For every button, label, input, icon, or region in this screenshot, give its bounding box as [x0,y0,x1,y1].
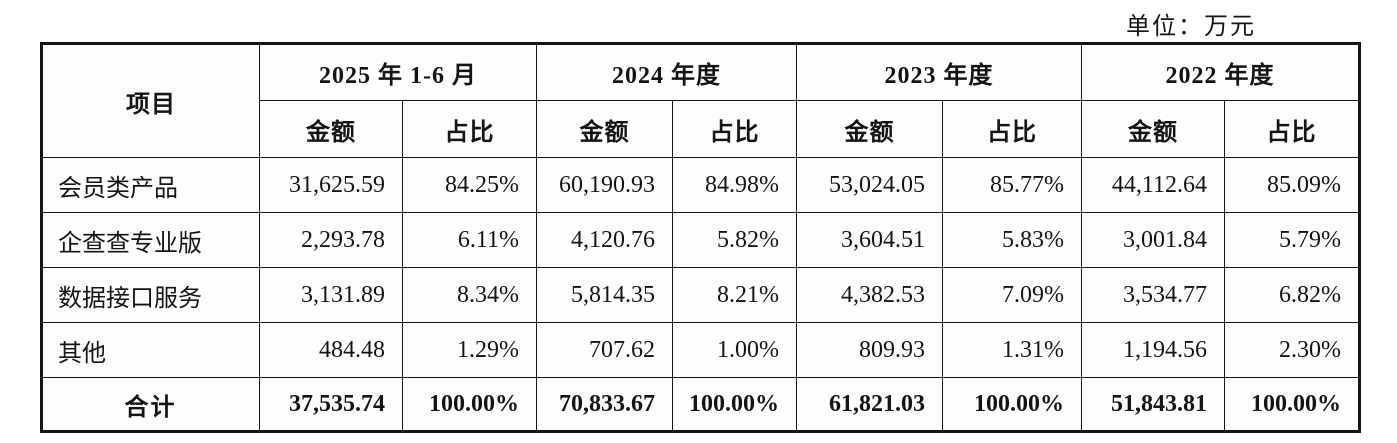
amount-cell: 70,833.67 [536,377,673,432]
table-row-qichacha-pro: 企查查专业版 2,293.78 6.11% 4,120.76 5.82% 3,6… [41,212,1360,268]
subheader-ratio: 占比 [942,100,1082,158]
ratio-cell: 6.11% [402,212,537,268]
ratio-cell: 84.25% [402,157,537,213]
header-period-2022: 2022 年度 [1081,43,1360,101]
header-period-2024: 2024 年度 [536,43,797,101]
ratio-cell: 5.82% [672,212,797,268]
amount-cell: 31,625.59 [259,157,403,213]
amount-cell: 484.48 [259,322,403,378]
table-row-others: 其他 484.48 1.29% 707.62 1.00% 809.93 1.31… [41,322,1360,378]
ratio-cell: 84.98% [672,157,797,213]
header-item: 项目 [41,43,260,158]
table-row-data-api-services: 数据接口服务 3,131.89 8.34% 5,814.35 8.21% 4,3… [41,267,1360,323]
table-row-membership-products: 会员类产品 31,625.59 84.25% 60,190.93 84.98% … [41,157,1360,213]
subheader-amount: 金额 [796,100,943,158]
header-period-2025h1: 2025 年 1-6 月 [259,43,537,101]
ratio-cell: 5.83% [942,212,1082,268]
amount-cell: 53,024.05 [796,157,943,213]
ratio-cell: 1.00% [672,322,797,378]
ratio-cell: 5.79% [1224,212,1360,268]
subheader-amount: 金额 [259,100,403,158]
amount-cell: 37,535.74 [259,377,403,432]
amount-cell: 3,001.84 [1081,212,1225,268]
row-label: 会员类产品 [41,157,260,213]
subheader-ratio: 占比 [402,100,537,158]
subheader-ratio: 占比 [1224,100,1360,158]
amount-cell: 1,194.56 [1081,322,1225,378]
ratio-cell: 1.31% [942,322,1082,378]
amount-cell: 707.62 [536,322,673,378]
ratio-cell: 8.34% [402,267,537,323]
header-period-2023: 2023 年度 [796,43,1082,101]
ratio-cell: 100.00% [402,377,537,432]
row-label: 数据接口服务 [41,267,260,323]
amount-cell: 44,112.64 [1081,157,1225,213]
subheader-amount: 金额 [1081,100,1225,158]
amount-cell: 4,382.53 [796,267,943,323]
amount-cell: 2,293.78 [259,212,403,268]
ratio-cell: 2.30% [1224,322,1360,378]
ratio-cell: 85.77% [942,157,1082,213]
ratio-cell: 100.00% [672,377,797,432]
ratio-cell: 100.00% [1224,377,1360,432]
amount-cell: 61,821.03 [796,377,943,432]
row-label: 其他 [41,322,260,378]
header-row-periods: 项目 2025 年 1-6 月 2024 年度 2023 年度 2022 年度 [41,43,1360,158]
row-label: 企查查专业版 [41,212,260,268]
unit-label: 单位：万元 [1126,14,1256,40]
ratio-cell: 8.21% [672,267,797,323]
subheader-amount: 金额 [536,100,673,158]
ratio-cell: 85.09% [1224,157,1360,213]
ratio-cell: 7.09% [942,267,1082,323]
amount-cell: 51,843.81 [1081,377,1225,432]
subheader-ratio: 占比 [672,100,797,158]
amount-cell: 3,604.51 [796,212,943,268]
amount-cell: 3,131.89 [259,267,403,323]
amount-cell: 809.93 [796,322,943,378]
amount-cell: 4,120.76 [536,212,673,268]
amount-cell: 3,534.77 [1081,267,1225,323]
table-row-total: 合计 37,535.74 100.00% 70,833.67 100.00% 6… [41,377,1360,432]
ratio-cell: 6.82% [1224,267,1360,323]
amount-cell: 60,190.93 [536,157,673,213]
amount-cell: 5,814.35 [536,267,673,323]
total-label: 合计 [41,377,260,432]
ratio-cell: 100.00% [942,377,1082,432]
revenue-breakdown-table: 项目 2025 年 1-6 月 2024 年度 2023 年度 2022 年度 … [40,42,1361,433]
ratio-cell: 1.29% [402,322,537,378]
